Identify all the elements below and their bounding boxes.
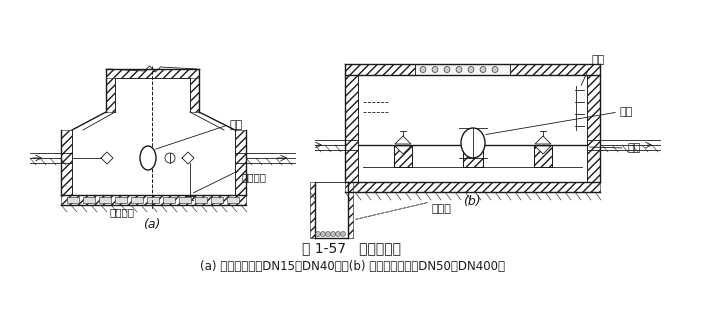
Text: 水表: 水表 <box>620 107 633 117</box>
Bar <box>115 197 127 203</box>
Circle shape <box>432 67 438 73</box>
Bar <box>106 69 199 78</box>
Text: 图 1-57   水表井做法: 图 1-57 水表井做法 <box>302 241 402 255</box>
Circle shape <box>331 232 336 237</box>
Bar <box>235 130 246 195</box>
Bar <box>345 182 600 192</box>
Bar <box>534 145 552 167</box>
Ellipse shape <box>140 146 156 170</box>
Bar <box>61 195 246 205</box>
Bar <box>463 145 483 167</box>
Bar <box>394 145 412 167</box>
Text: 支墩: 支墩 <box>627 143 640 153</box>
Polygon shape <box>395 136 411 144</box>
Bar <box>534 145 552 167</box>
Circle shape <box>165 153 175 163</box>
Text: 爬梯: 爬梯 <box>592 55 606 65</box>
Bar <box>99 197 111 203</box>
Bar <box>510 64 600 75</box>
Text: 卵石垫层: 卵石垫层 <box>109 207 135 217</box>
Circle shape <box>336 232 341 237</box>
Bar <box>348 182 353 238</box>
Bar <box>106 69 115 112</box>
Bar <box>463 145 483 167</box>
Bar <box>211 197 223 203</box>
Bar <box>227 197 239 203</box>
Circle shape <box>492 67 498 73</box>
Polygon shape <box>395 146 411 154</box>
Circle shape <box>468 67 474 73</box>
Bar <box>310 182 315 238</box>
Bar <box>195 197 207 203</box>
Bar <box>345 64 415 75</box>
Ellipse shape <box>461 128 485 158</box>
Text: 集水坑: 集水坑 <box>432 204 452 214</box>
Circle shape <box>480 67 486 73</box>
Bar <box>190 69 199 112</box>
Circle shape <box>456 67 462 73</box>
Bar <box>345 75 358 182</box>
Circle shape <box>341 232 345 237</box>
Circle shape <box>420 67 426 73</box>
Bar <box>163 197 175 203</box>
Text: (a): (a) <box>143 218 161 231</box>
Text: 水表: 水表 <box>230 120 243 130</box>
Polygon shape <box>535 136 551 144</box>
Circle shape <box>321 232 326 237</box>
Polygon shape <box>535 146 551 154</box>
Circle shape <box>326 232 331 237</box>
Bar <box>83 197 95 203</box>
Circle shape <box>444 67 450 73</box>
Bar <box>61 130 72 195</box>
Bar <box>415 64 510 75</box>
Bar <box>179 197 191 203</box>
Bar <box>587 75 600 182</box>
Bar <box>131 197 143 203</box>
Text: (a) 无地下水时（DN15～DN40）；(b) 无旁通水表井（DN50～DN400）: (a) 无地下水时（DN15～DN40）；(b) 无旁通水表井（DN50～DN4… <box>200 260 505 274</box>
Text: 泄水水嘴: 泄水水嘴 <box>242 172 267 182</box>
Bar <box>394 145 412 167</box>
Text: (b): (b) <box>463 195 481 208</box>
Circle shape <box>316 232 321 237</box>
Bar <box>147 197 159 203</box>
Bar <box>67 197 79 203</box>
